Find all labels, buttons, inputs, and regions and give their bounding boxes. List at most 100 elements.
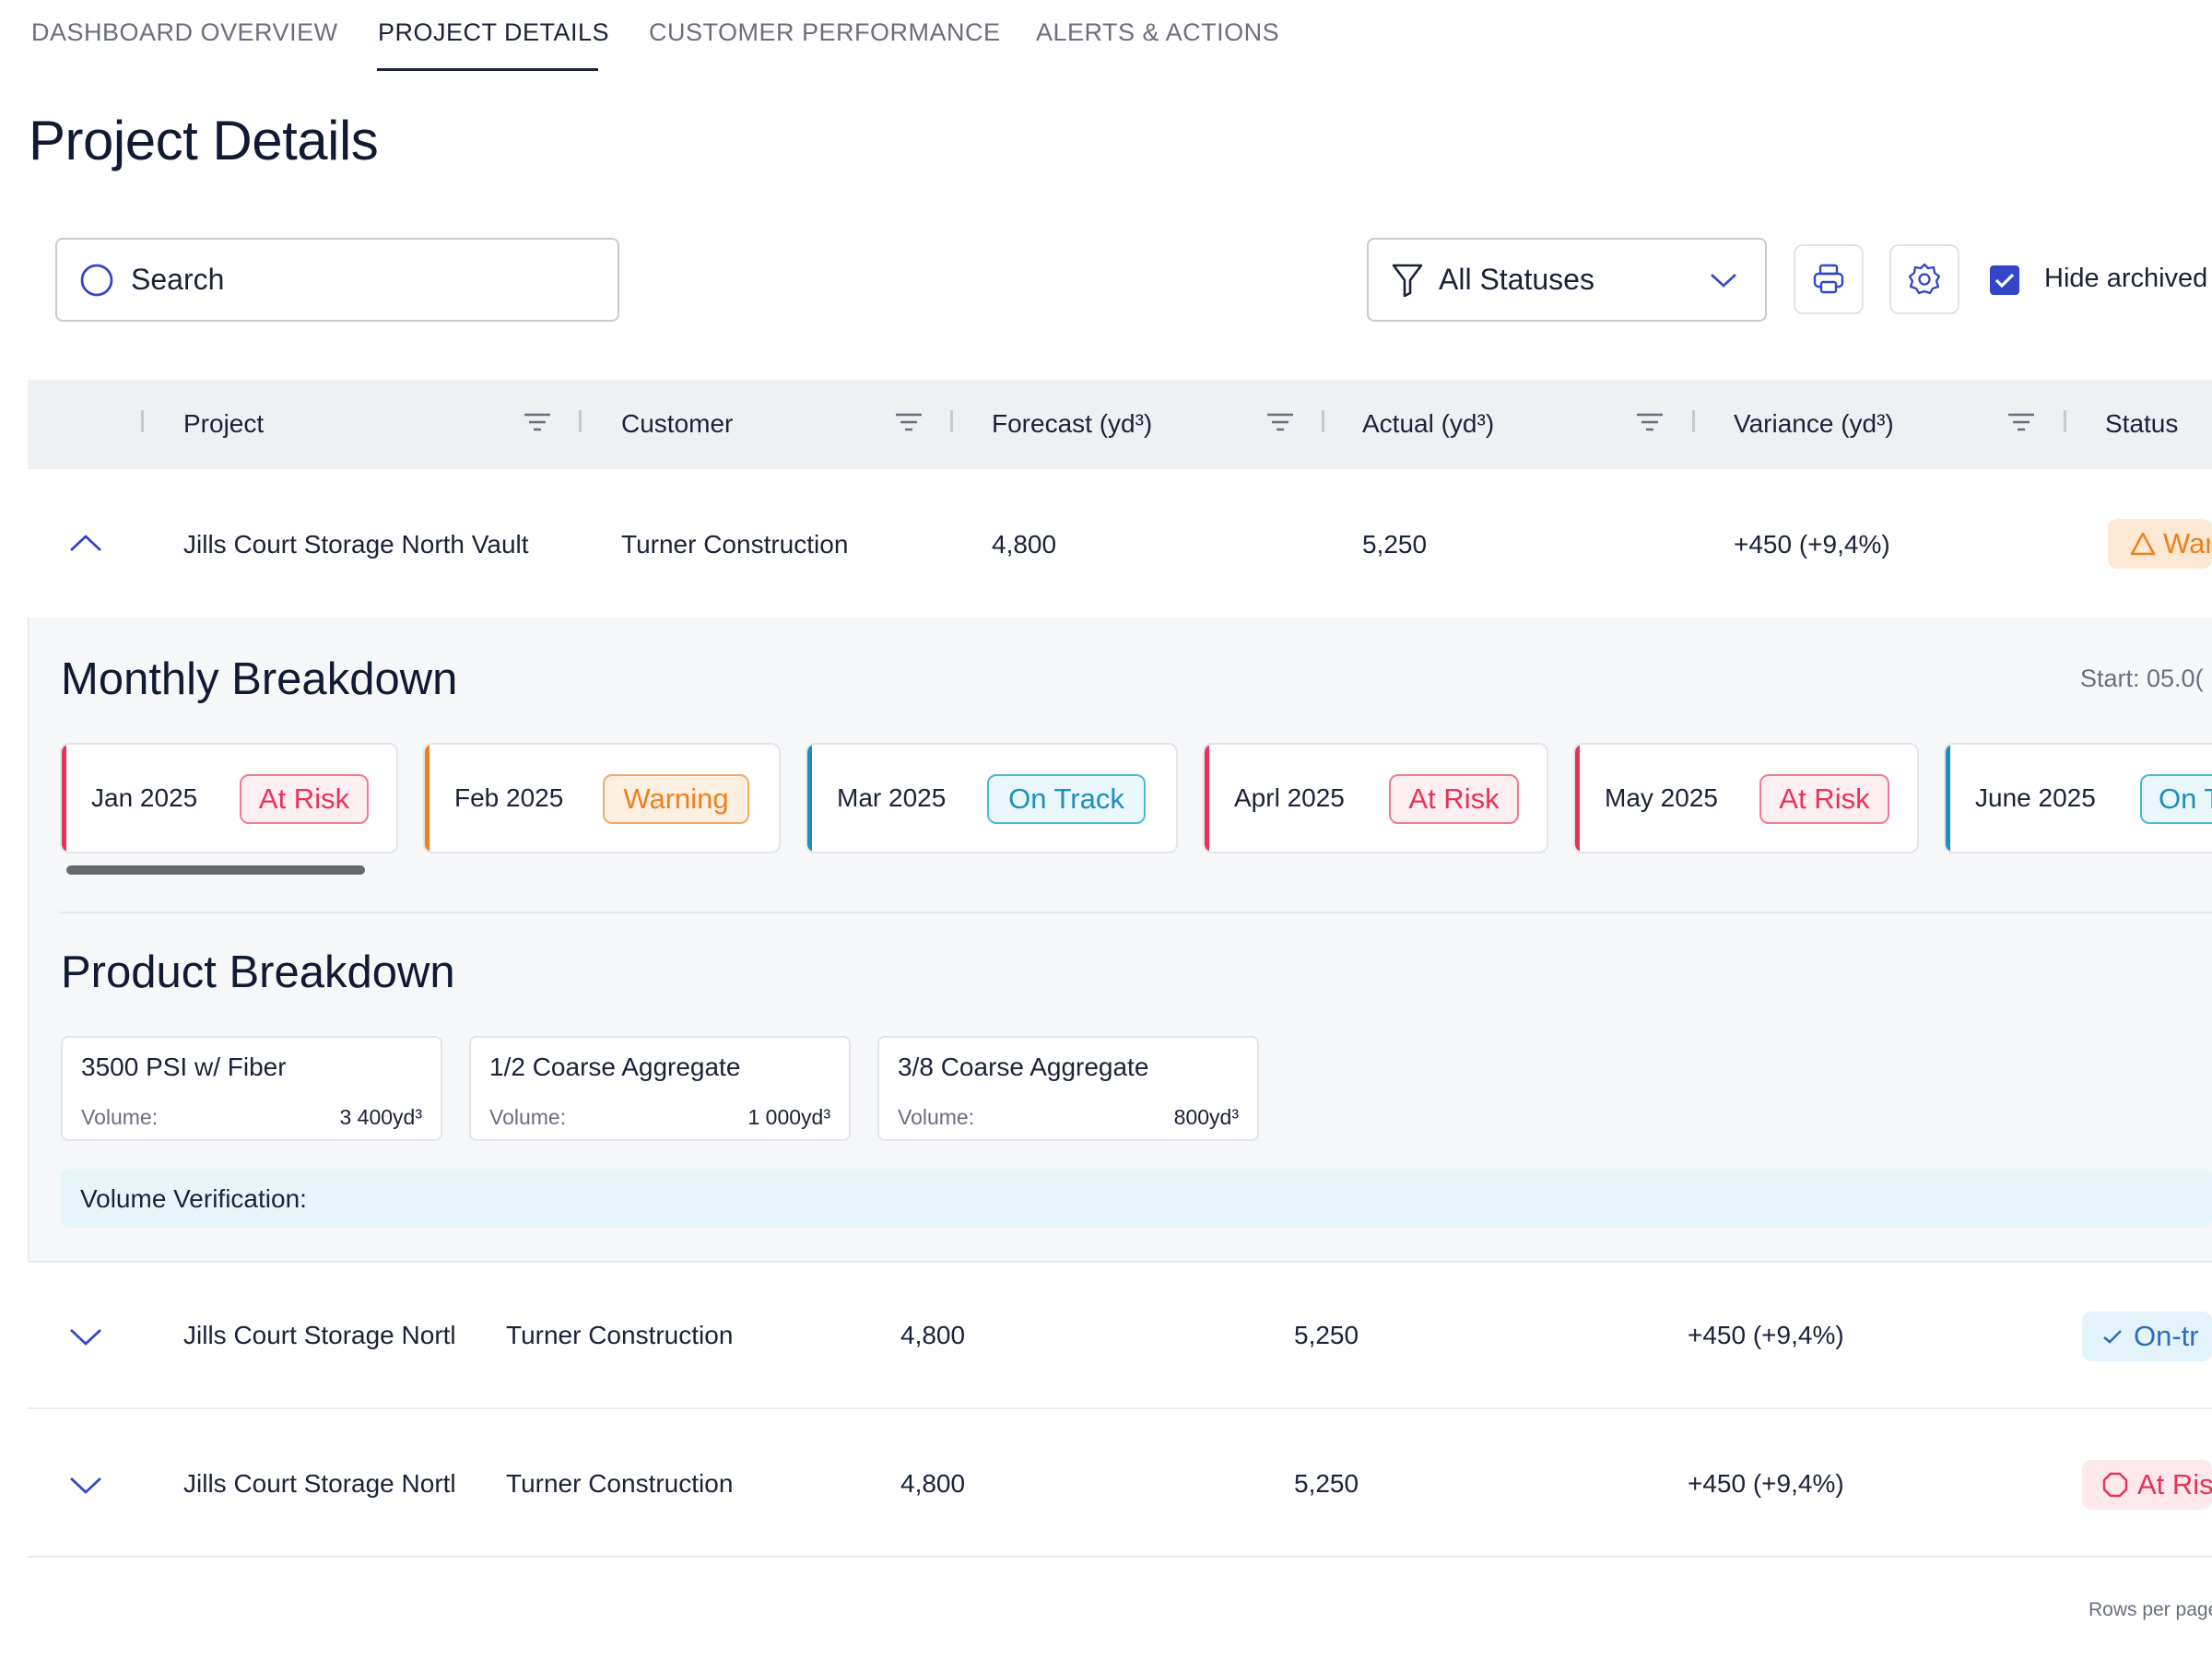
chevron-down-icon[interactable] (68, 1327, 103, 1347)
column-header-actual[interactable]: Actual (yd³) (1362, 409, 1495, 438)
alert-octagon-icon (2102, 1472, 2128, 1498)
hide-archived-checkbox[interactable] (1990, 265, 2019, 295)
column-filter-icon[interactable] (1635, 412, 1665, 432)
volume-label: Volume: (81, 1105, 159, 1129)
cell-customer: Turner Construction (506, 1469, 734, 1498)
volume-label: Volume: (898, 1105, 975, 1129)
month-status-badge: On Track (987, 774, 1146, 824)
rows-per-page-label: Rows per page (2088, 1599, 2212, 1620)
table-header (28, 380, 2212, 469)
month-name: Feb 2025 (454, 783, 564, 812)
tab-customer-performance[interactable]: CUSTOMER PERFORMANCE (649, 18, 1001, 46)
status-filter-dropdown[interactable]: All Statuses (1367, 238, 1767, 322)
column-header-customer[interactable]: Customer (621, 409, 734, 438)
cell-actual: 5,250 (1294, 1321, 1359, 1349)
status-stripe (807, 745, 812, 852)
status-text: On-tr (2134, 1320, 2199, 1352)
column-filter-icon[interactable] (523, 412, 552, 432)
print-button[interactable] (1794, 244, 1864, 314)
active-tab-indicator (377, 68, 598, 71)
product-card: 1/2 Coarse Aggregate Volume: 1 000yd³ (469, 1036, 851, 1141)
row-divider (28, 1261, 2212, 1263)
funnel-icon (1391, 263, 1424, 298)
status-filter-value: All Statuses (1439, 263, 1594, 296)
cell-customer: Turner Construction (621, 530, 849, 559)
column-filter-icon[interactable] (1265, 412, 1295, 432)
column-separator (1692, 410, 1695, 432)
gear-icon (1907, 262, 1942, 297)
check-icon (2102, 1328, 2123, 1345)
month-card[interactable]: June 2025 On T (1944, 743, 2212, 853)
hide-archived-label[interactable]: Hide archived (2044, 264, 2208, 293)
product-name: 3/8 Coarse Aggregate (898, 1053, 1149, 1081)
cell-customer: Turner Construction (506, 1321, 734, 1349)
status-badge-on-track: On-tr (2082, 1312, 2212, 1361)
page-title: Project Details (29, 110, 379, 171)
tab-dashboard-overview[interactable]: DASHBOARD OVERVIEW (31, 18, 338, 46)
settings-button[interactable] (1889, 244, 1959, 314)
product-card: 3500 PSI w/ Fiber Volume: 3 400yd³ (61, 1036, 442, 1141)
row-divider (28, 1407, 2212, 1409)
status-stripe (1205, 745, 1209, 852)
month-status-badge: At Risk (240, 774, 369, 824)
month-name: Jan 2025 (91, 783, 198, 812)
month-card[interactable]: Mar 2025 On Track (806, 743, 1178, 853)
month-status-badge: At Risk (1389, 774, 1519, 824)
month-name: May 2025 (1605, 783, 1718, 812)
cell-variance: +450 (+9,4%) (1688, 1469, 1844, 1498)
warning-triangle-icon (2130, 532, 2156, 556)
cell-project: Jills Court Storage Nortl (183, 1321, 456, 1349)
column-separator (141, 410, 144, 432)
product-card: 3/8 Coarse Aggregate Volume: 800yd³ (877, 1036, 1259, 1141)
month-name: June 2025 (1975, 783, 2096, 812)
volume-verification-label: Volume Verification: (80, 1184, 307, 1213)
column-header-forecast[interactable]: Forecast (yd³) (992, 409, 1153, 438)
column-filter-icon[interactable] (2006, 412, 2036, 432)
tab-alerts-actions[interactable]: ALERTS & ACTIONS (1036, 18, 1280, 46)
chevron-down-icon (1710, 272, 1737, 288)
month-cards-scrollbar[interactable] (66, 865, 365, 875)
search-input[interactable]: Search (55, 238, 619, 322)
status-text: War (2163, 527, 2212, 559)
month-card[interactable]: May 2025 At Risk (1573, 743, 1919, 853)
month-card[interactable]: Feb 2025 Warning (423, 743, 781, 853)
section-divider (59, 912, 2212, 913)
row-divider (28, 1556, 2212, 1558)
chevron-up-icon[interactable] (68, 533, 103, 553)
monthly-breakdown-title: Monthly Breakdown (61, 654, 458, 704)
cell-project: Jills Court Storage Nortl (183, 1469, 456, 1498)
volume-verification-bar: Volume Verification: (61, 1169, 2212, 1228)
column-header-status[interactable]: Status (2105, 409, 2179, 438)
month-card[interactable]: Aprl 2025 At Risk (1203, 743, 1548, 853)
search-icon (79, 263, 114, 298)
cell-actual: 5,250 (1362, 530, 1428, 559)
status-badge-at-risk: At Ris (2082, 1460, 2212, 1510)
status-stripe (62, 745, 66, 852)
cell-project: Jills Court Storage North Vault (183, 530, 529, 559)
search-placeholder: Search (131, 263, 225, 296)
column-header-project[interactable]: Project (183, 409, 265, 438)
checkbox-checked-icon (1994, 272, 2015, 288)
volume-value: 1 000yd³ (747, 1105, 830, 1129)
status-stripe (1946, 745, 1950, 852)
cell-variance: +450 (+9,4%) (1734, 530, 1890, 559)
status-stripe (1575, 745, 1580, 852)
cell-forecast: 4,800 (900, 1321, 966, 1349)
product-name: 1/2 Coarse Aggregate (489, 1053, 741, 1081)
start-date-label: Start: 05.0( (2080, 665, 2204, 692)
expanded-row-panel (28, 618, 2212, 1261)
month-card[interactable]: Jan 2025 At Risk (60, 743, 398, 853)
cell-actual: 5,250 (1294, 1469, 1359, 1498)
month-status-badge: At Risk (1759, 774, 1889, 824)
month-name: Aprl 2025 (1234, 783, 1345, 812)
column-filter-icon[interactable] (894, 412, 924, 432)
chevron-down-icon[interactable] (68, 1476, 103, 1496)
column-separator (2064, 410, 2066, 432)
status-badge-warning: War (2108, 519, 2212, 569)
column-header-variance[interactable]: Variance (yd³) (1734, 409, 1894, 438)
status-stripe (425, 745, 429, 852)
column-separator (950, 410, 953, 432)
printer-icon (1812, 263, 1845, 296)
tab-project-details[interactable]: PROJECT DETAILS (378, 18, 610, 46)
volume-value: 3 400yd³ (339, 1105, 422, 1129)
